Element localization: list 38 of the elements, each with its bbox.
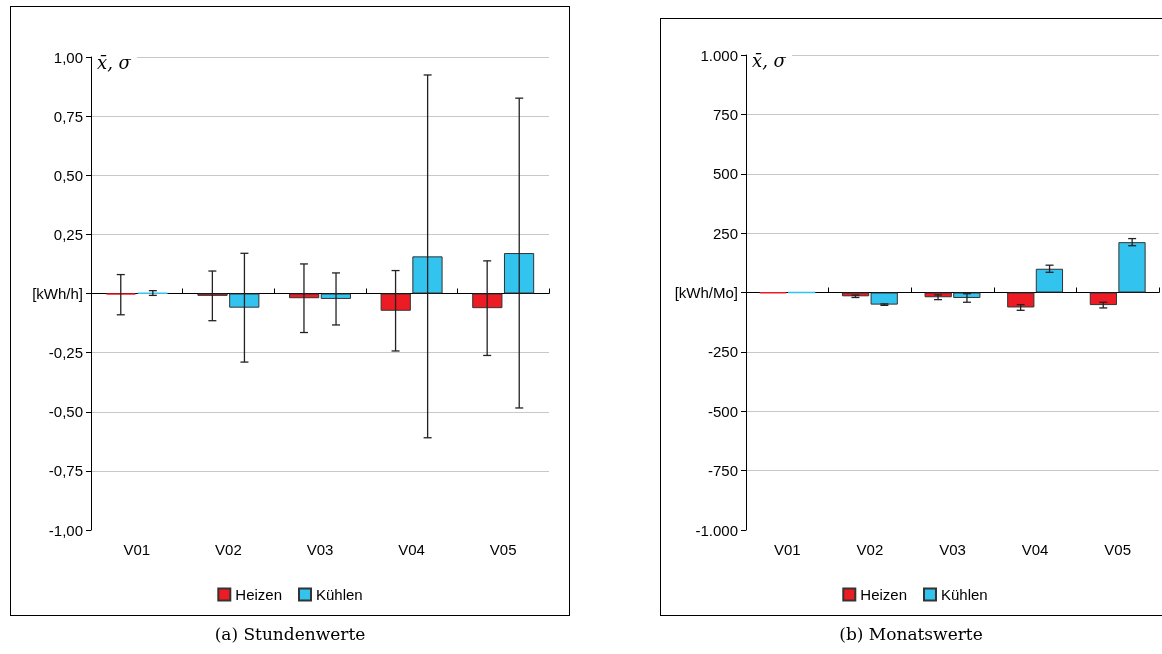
- y-tick-label: -1,00: [48, 521, 83, 539]
- y-tick-label: 1.000: [700, 46, 738, 64]
- y-tick-label: 250: [712, 224, 738, 242]
- legend-label: Heizen: [235, 586, 282, 603]
- y-tick-label: -0,75: [48, 462, 83, 480]
- bar: [320, 293, 351, 299]
- y-tick-label: -250: [707, 343, 738, 361]
- y-axis-title: x̄, σ: [752, 49, 787, 71]
- legend-label: Heizen: [860, 586, 907, 603]
- y-axis-title: x̄, σ: [97, 51, 132, 73]
- x-tick-label: V04: [398, 541, 425, 558]
- x-tick-label: V01: [773, 541, 801, 558]
- y-tick-label: -0,25: [48, 344, 83, 362]
- bar: [289, 293, 320, 299]
- y-tick-label: -0,50: [48, 403, 83, 421]
- legend-label: Kühlen: [940, 586, 988, 603]
- x-tick-label: V01: [123, 541, 151, 558]
- text: (b) Monatswerte: [838, 624, 984, 644]
- legend-label: Kühlen: [315, 586, 363, 603]
- y-tick-label: [kWh/h]: [32, 285, 83, 302]
- y-tick-label: 0,50: [53, 166, 83, 184]
- x-tick-label: V03: [939, 541, 966, 558]
- x-tick-label: V05: [1104, 541, 1132, 558]
- y-tick-label: 1,00: [53, 48, 83, 66]
- text: (a) Stundenwerte: [213, 624, 367, 644]
- x-tick-label: V02: [856, 541, 884, 558]
- y-tick-label: 0,25: [53, 225, 83, 243]
- y-tick-label: -750: [707, 462, 738, 480]
- y-tick-label: 750: [712, 105, 738, 123]
- x-tick-label: V04: [1021, 541, 1049, 558]
- y-tick-label: 0,75: [53, 107, 83, 125]
- y-tick-label: 500: [712, 165, 738, 183]
- x-tick-label: V03: [306, 541, 334, 558]
- y-tick-label: -500: [707, 402, 738, 420]
- x-tick-label: V02: [215, 541, 242, 558]
- y-tick-label: -1.000: [695, 521, 738, 539]
- x-tick-label: V05: [489, 541, 517, 558]
- y-tick-label: [kWh/Mo]: [674, 284, 738, 301]
